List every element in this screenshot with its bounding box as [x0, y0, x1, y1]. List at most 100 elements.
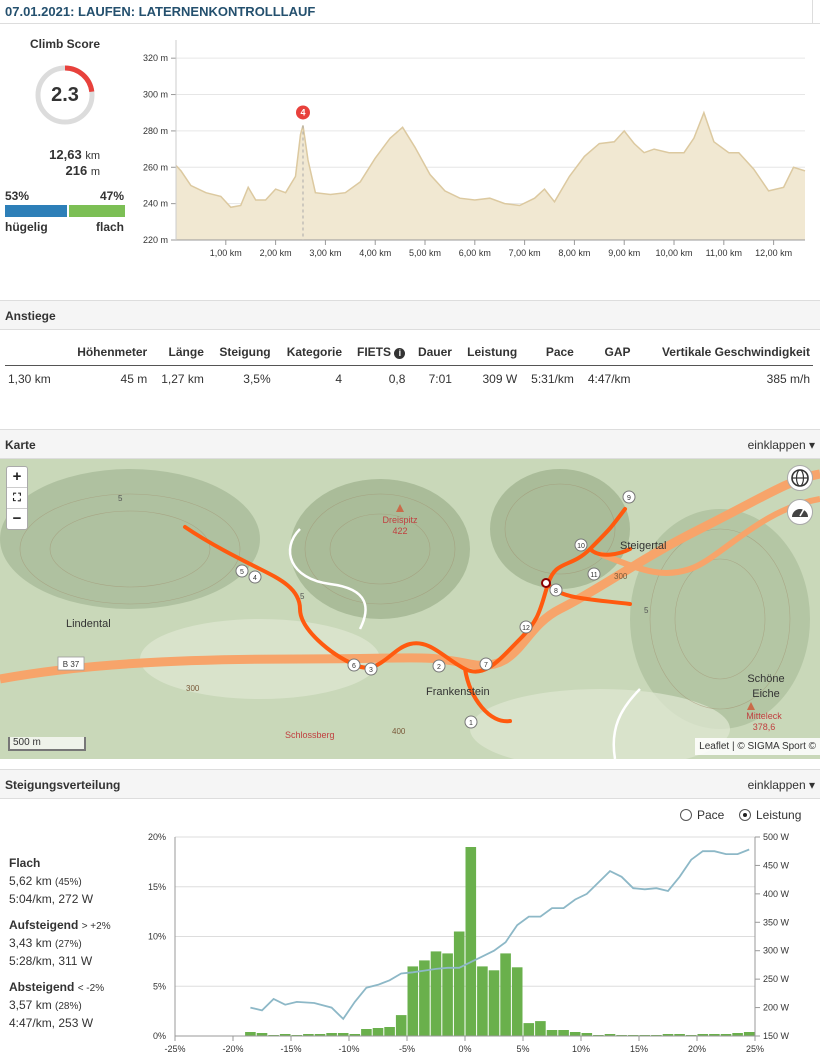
dist-bar: [511, 967, 523, 1036]
map-attribution[interactable]: Leaflet | © SIGMA Sport ©: [695, 738, 820, 755]
ring-arc: [35, 65, 95, 125]
dist-x-tick-label: -10%: [338, 1044, 359, 1054]
dist-x-tick-label: 25%: [746, 1044, 764, 1054]
map-section-title: Karte: [5, 438, 36, 452]
flat-percent: 47%: [99, 189, 124, 203]
path-number-label: 5: [300, 592, 305, 601]
dist-bar: [395, 1015, 407, 1036]
dist-y-tick-label: 0%: [153, 1031, 166, 1041]
dist-bar: [361, 1029, 372, 1036]
summary-condition: < -2%: [77, 983, 105, 994]
route-track[interactable]: [183, 507, 632, 724]
table-row[interactable]: 1,30 km 45 m 1,27 km 3,5% 4 0,8 7:01 309…: [5, 365, 813, 392]
dist-bar: [662, 1034, 674, 1036]
dashboard-button[interactable]: [787, 499, 813, 525]
globe-icon: [791, 469, 809, 487]
climbs-header-row: Höhenmeter Länge Steigung Kategorie FIET…: [5, 340, 813, 366]
climbs-section-title: Anstiege: [5, 309, 56, 323]
profile-x-tick-label: 9,00 km: [608, 248, 640, 258]
info-icon[interactable]: i: [394, 348, 406, 360]
map-scale: 500 m: [8, 737, 86, 751]
elevation-profile-chart[interactable]: 320 m 300 m 280 m 260 m 240 m 220 m 1,00 km 2,0…: [132, 25, 812, 265]
dist-y-tick-label: 20%: [148, 832, 166, 842]
dist-bar: [674, 1034, 685, 1036]
col-laenge: Länge: [150, 340, 207, 366]
map-label-lindental: Lindental: [66, 618, 111, 630]
summary-distance: 5,62 km (45%): [9, 873, 134, 891]
route-map[interactable]: 1 2 3 4 5 6 7 8 9 10 11 12 Dreispitz 422 Steigertal…: [0, 459, 820, 759]
map-label-dreispitz-alt: 422: [392, 526, 407, 536]
waypoint-label: 10: [577, 543, 585, 550]
profile-x-tick-label: 3,00 km: [309, 248, 341, 258]
radio-pace-circle[interactable]: [680, 809, 692, 821]
climb-marker-label: 4: [300, 107, 305, 117]
summary-pct: (27%): [55, 939, 82, 950]
total-distance: 12,63 km: [49, 147, 100, 162]
profile-x-tick-label: 4,00 km: [359, 248, 391, 258]
summary-km: 3,43 km: [9, 936, 52, 950]
map-label-dreispitz: Dreispitz: [382, 515, 418, 525]
dist-x-tick-label: 15%: [630, 1044, 648, 1054]
dist-bar: [314, 1034, 326, 1036]
dist-bar: [442, 953, 453, 1036]
distribution-summary: Flach 5,62 km (45%) 5:04/km, 272 W Aufst…: [9, 855, 134, 1041]
caret-down-icon: ▾: [808, 778, 815, 792]
dist-bar: [697, 1034, 709, 1036]
dist-y2-tick-label: 200 W: [763, 1003, 790, 1013]
distance-unit: km: [85, 150, 100, 162]
profile-y-tick-label: 300 m: [143, 90, 168, 100]
waypoint-marker: [464, 715, 478, 729]
dist-y2-tick-label: 400 W: [763, 889, 790, 899]
dist-bar: [477, 966, 488, 1036]
start-marker[interactable]: [541, 578, 551, 588]
dist-y2-tick-label: 350 W: [763, 917, 790, 927]
layers-button[interactable]: [787, 465, 813, 491]
road-shield-b37: [57, 656, 85, 671]
dist-bar: [256, 1033, 268, 1036]
profile-y-tick-label: 320 m: [143, 53, 168, 63]
dist-x-tick-label: 5%: [516, 1044, 529, 1054]
summary-heading: Absteigend < -2%: [9, 979, 134, 997]
flat-label: flach: [95, 220, 124, 234]
dist-bar: [604, 1034, 616, 1036]
map-section-header: Karte einklappen ▾: [0, 429, 820, 459]
zoom-out-button[interactable]: −: [12, 510, 22, 527]
climb-score-ring: [35, 65, 95, 125]
summary-title: Absteigend: [9, 980, 75, 994]
activity-title: 07.01.2021: LAUFEN: LATERNENKONTROLLLAUF: [5, 4, 316, 19]
map-zoom-control: + ⛶ −: [6, 466, 28, 530]
dist-bar: [384, 1027, 395, 1036]
dist-bar: [349, 1034, 361, 1036]
white-path: [612, 688, 641, 759]
profile-x-tick-label: 12,00 km: [755, 248, 792, 258]
radio-power[interactable]: Leistung: [739, 808, 801, 822]
waypoint-marker: [549, 583, 563, 597]
profile-x-tick-label: 10,00 km: [656, 248, 693, 258]
radio-pace[interactable]: Pace: [680, 808, 724, 822]
waypoint-label: 8: [554, 588, 558, 595]
radio-power-label: Leistung: [756, 808, 802, 822]
col-fiets: FIETS i: [345, 340, 409, 366]
gradient-distribution-chart[interactable]: 20% 15% 10% 5% 0% 500 W 450 W 400 W 350 W 300 W 25…: [135, 825, 820, 1059]
radio-power-circle[interactable]: [739, 809, 751, 821]
dist-bar: [569, 1032, 581, 1036]
col-range: [5, 340, 62, 366]
dist-bar: [546, 1030, 558, 1036]
map-collapse-toggle[interactable]: einklappen ▾: [748, 438, 815, 452]
col-gap: GAP: [576, 340, 634, 366]
distribution-collapse-label: einklappen: [747, 778, 806, 792]
map-label-eiche: Eiche: [752, 688, 780, 700]
profile-line: [175, 110, 806, 209]
distribution-collapse-toggle[interactable]: einklappen ▾: [748, 778, 815, 792]
fullscreen-button[interactable]: ⛶: [7, 488, 27, 509]
zoom-in-button[interactable]: +: [7, 467, 27, 488]
dist-bar: [535, 1021, 546, 1036]
path-number-label: 5: [644, 606, 649, 615]
distance-value: 12,63: [49, 147, 82, 162]
profile-x-tick-label: 11,00 km: [706, 248, 742, 258]
terrain-hill: [630, 509, 810, 729]
profile-x-tick-label: 7,00 km: [509, 248, 541, 258]
climb-score-panel: Climb Score 2.3 12,63 km 216 m 53% 47% h…: [0, 25, 130, 250]
